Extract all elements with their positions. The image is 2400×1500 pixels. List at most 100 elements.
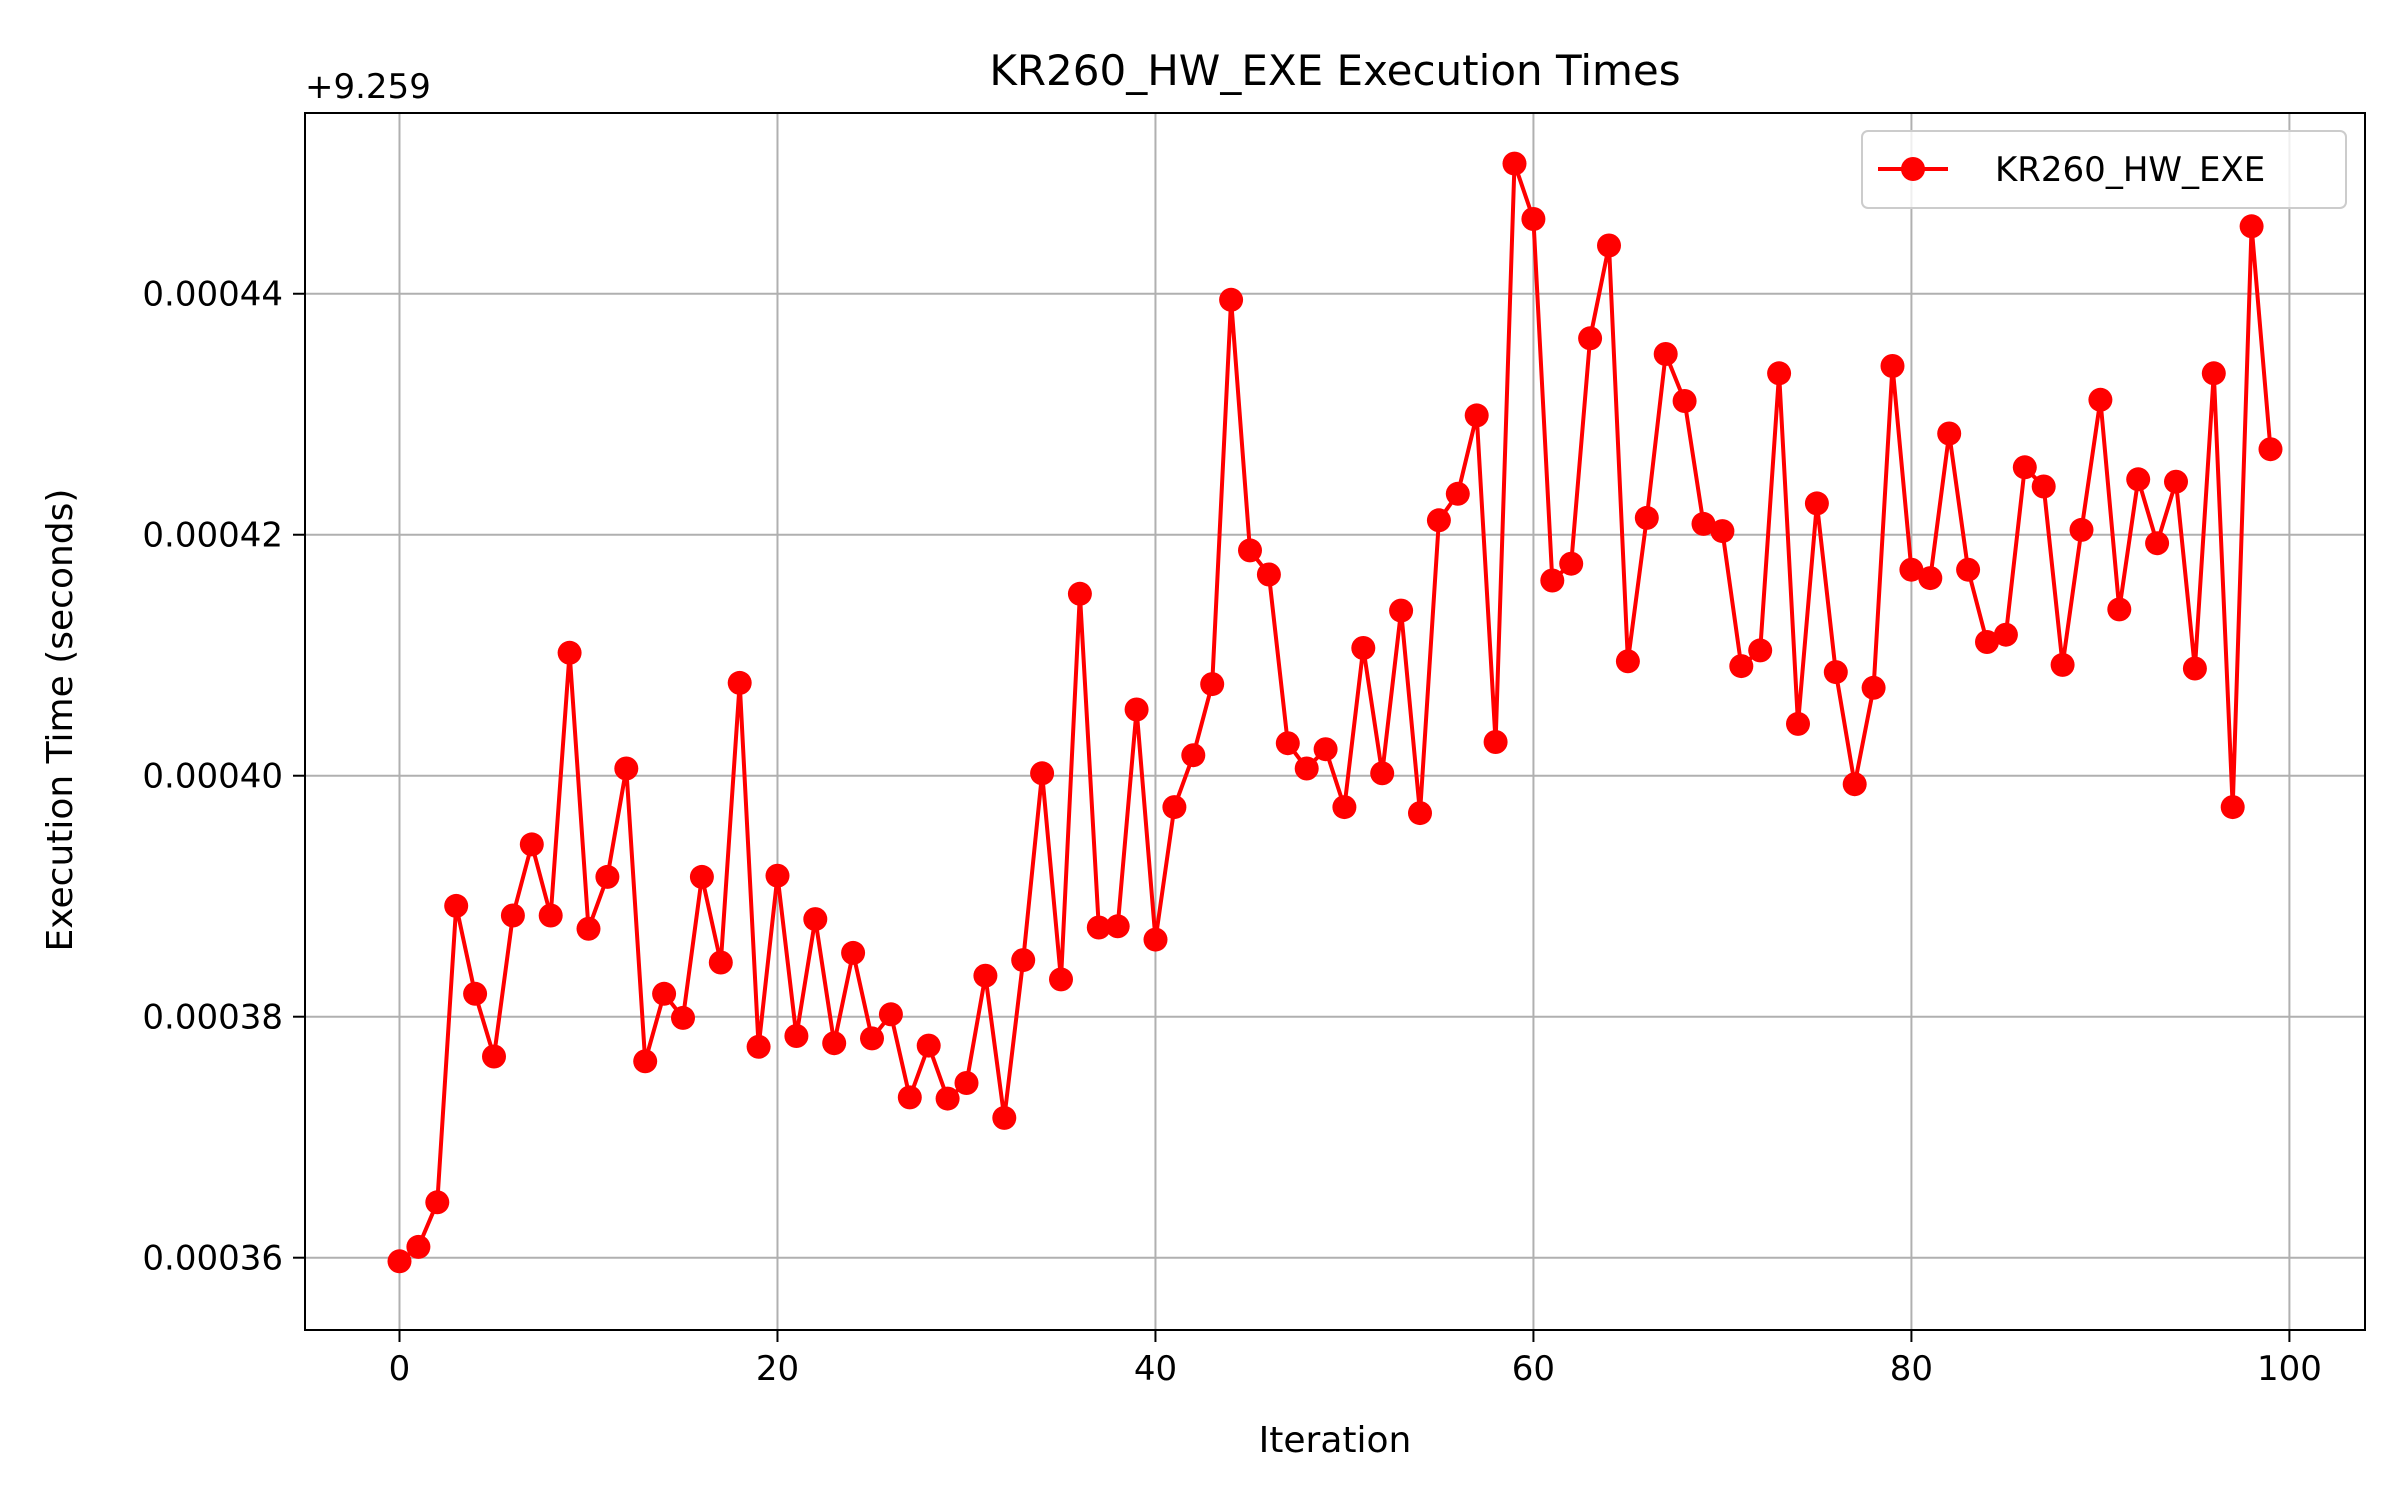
data-point: [671, 1005, 695, 1030]
legend-marker: [1901, 157, 1925, 181]
data-point: [1653, 342, 1678, 366]
data-point: [1823, 660, 1848, 685]
x-tick-label: 40: [1134, 1349, 1177, 1389]
data-point: [746, 1034, 771, 1059]
chart-title: KR260_HW_EXE Execution Times: [989, 46, 1680, 95]
data-point: [1086, 915, 1111, 940]
data-point: [1408, 801, 1432, 826]
data-point: [1578, 326, 1603, 351]
x-tick-label: 80: [1890, 1349, 1933, 1389]
data-point: [1256, 562, 1281, 587]
y-tick-label: 0.00036: [142, 1239, 283, 1279]
x-tick-label: 60: [1512, 1349, 1555, 1389]
data-point: [973, 963, 998, 988]
data-point: [2220, 795, 2245, 820]
data-point: [1597, 233, 1621, 258]
data-point: [1672, 389, 1697, 413]
data-point: [463, 981, 488, 1006]
data-point: [916, 1033, 941, 1058]
y-axis-label: Execution Time (seconds): [40, 489, 81, 952]
data-point: [538, 903, 563, 928]
data-point: [1804, 491, 1829, 516]
data-point: [1540, 568, 1565, 593]
data-point: [1521, 207, 1546, 231]
ticks: 0 20 40 60 80 100 0.00036 0.00038 0.00040 0.00042…: [142, 275, 2321, 1389]
data-point: [1067, 581, 1092, 606]
data-point: [2145, 531, 2170, 556]
legend-box: [1861, 130, 2347, 209]
data-point: [1559, 551, 1584, 576]
data-point: [1313, 737, 1338, 762]
data-point: [652, 981, 677, 1006]
data-point: [1842, 772, 1867, 797]
y-tick-label: 0.00042: [142, 516, 283, 556]
data-point: [1937, 421, 1962, 446]
data-point: [1464, 403, 1489, 428]
y-tick-label: 0.00040: [142, 757, 283, 797]
data-point: [1011, 948, 1036, 973]
data-point: [1691, 511, 1716, 536]
data-point: [822, 1031, 847, 1056]
data-point: [1275, 731, 1300, 756]
data-point: [1351, 636, 1376, 660]
data-point: [614, 756, 639, 781]
legend: KR260_HW_EXE: [1861, 130, 2347, 209]
data-point: [2012, 455, 2037, 480]
data-point: [1426, 508, 1451, 533]
data-point: [1615, 649, 1640, 674]
x-tick-label: 0: [389, 1349, 411, 1389]
data-point: [1710, 519, 1735, 544]
legend-entry-label: KR260_HW_EXE: [1995, 150, 2265, 190]
series-layer: [387, 151, 2283, 1274]
data-point: [727, 670, 752, 695]
data-point: [1030, 761, 1055, 786]
data-point: [1748, 638, 1773, 663]
series-line: [398, 161, 2273, 1263]
data-point: [1729, 654, 1754, 679]
data-point: [425, 1190, 450, 1215]
data-point: [1502, 151, 1527, 176]
data-point: [482, 1044, 506, 1069]
data-point: [897, 1085, 922, 1110]
data-point: [689, 864, 714, 889]
data-point: [992, 1105, 1017, 1130]
data-point: [1219, 287, 1244, 312]
data-point: [1445, 481, 1470, 506]
data-point: [633, 1049, 658, 1074]
data-point: [1786, 711, 1810, 736]
data-point: [1899, 557, 1924, 582]
data-point: [2239, 214, 2264, 239]
data-point: [935, 1086, 960, 1111]
data-point: [1200, 672, 1225, 697]
data-point: [519, 832, 544, 857]
x-axis-label: Iteration: [1259, 1420, 1412, 1461]
data-point: [954, 1071, 979, 1095]
data-point: [444, 893, 469, 918]
data-point: [784, 1024, 809, 1048]
x-tick-label: 100: [2257, 1349, 2322, 1389]
y-offset-label: +9.259: [305, 67, 431, 107]
data-point: [557, 640, 582, 665]
data-point: [2107, 597, 2132, 622]
data-point: [1370, 761, 1395, 786]
data-point: [765, 863, 790, 888]
y-tick-label: 0.00038: [142, 998, 283, 1038]
data-point: [387, 1249, 412, 1274]
data-point: [2201, 361, 2226, 386]
data-point: [2258, 437, 2283, 462]
data-point: [708, 950, 733, 975]
data-point: [1975, 630, 1999, 654]
data-point: [1124, 697, 1149, 722]
data-point: [878, 1002, 903, 1027]
data-point: [2088, 387, 2113, 412]
data-point: [2050, 652, 2075, 677]
data-point: [500, 903, 525, 928]
data-point: [1049, 967, 1073, 992]
data-point: [803, 907, 828, 932]
data-point: [1880, 354, 1905, 378]
data-point: [1483, 730, 1508, 754]
x-tick-label: 20: [756, 1349, 799, 1389]
data-point: [406, 1234, 431, 1259]
data-point: [1294, 756, 1319, 781]
data-point: [1861, 675, 1886, 700]
